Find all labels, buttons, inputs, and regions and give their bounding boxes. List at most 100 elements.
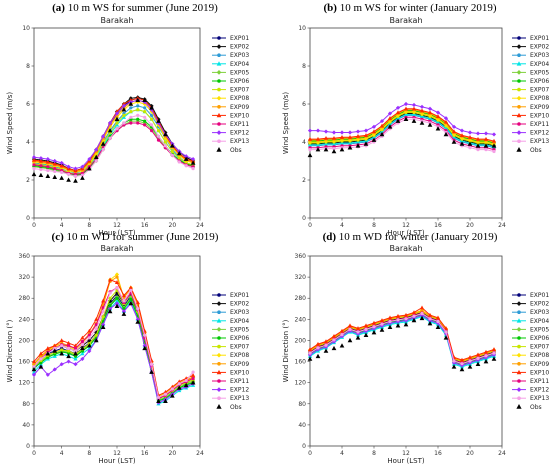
data-point (340, 333, 344, 337)
series-exp10 (31, 277, 196, 397)
obs-point (419, 315, 425, 321)
series-line (33, 296, 194, 401)
data-point (339, 135, 345, 139)
obs-point (100, 324, 106, 330)
y-axis-label: Wind Speed (m/s) (282, 92, 290, 155)
data-point (80, 356, 85, 361)
obs-point (387, 324, 393, 330)
data-point (59, 362, 64, 367)
data-point (31, 369, 37, 374)
legend-entry-exp10: EXP10 (512, 112, 549, 119)
data-point (94, 317, 99, 321)
data-point (443, 119, 449, 124)
data-point (108, 136, 112, 140)
obs-point (142, 345, 148, 351)
x-tick-label: 16 (141, 222, 149, 229)
obs-point (80, 345, 85, 351)
legend-entry-exp02: EXP02 (512, 301, 549, 308)
data-point (403, 106, 409, 111)
data-point (379, 119, 385, 124)
legend-label: EXP10 (230, 369, 249, 376)
y-tick-label: 240 (19, 316, 31, 323)
series-obs (31, 300, 196, 403)
y-tick-label: 0 (302, 215, 306, 222)
data-point (427, 106, 433, 111)
obs-point (419, 120, 425, 125)
data-point (73, 174, 78, 178)
data-point (491, 132, 497, 137)
legend-entry-exp06: EXP06 (212, 78, 249, 85)
data-point (347, 130, 353, 135)
data-point (388, 319, 392, 324)
obs-point (467, 141, 473, 146)
obs-point (45, 351, 51, 356)
data-point (419, 104, 425, 109)
obs-point (323, 348, 329, 353)
data-point (52, 161, 57, 166)
x-tick-label: 4 (340, 222, 344, 229)
data-point (307, 347, 313, 352)
legend-entry-exp05: EXP05 (512, 326, 549, 333)
data-point (355, 326, 361, 330)
legend-marker (517, 344, 521, 349)
y-tick-label: 200 (19, 337, 31, 344)
data-point (115, 127, 119, 131)
x-tick-label: 12 (113, 222, 121, 229)
legend-entry-exp01: EXP01 (512, 35, 549, 42)
data-point (115, 275, 119, 279)
series-obs (31, 97, 196, 183)
panel-title: (c) 10 m WD for summer (June 2019) (52, 231, 219, 243)
y-axis-label: Wind Direction (°) (6, 319, 14, 382)
legend-marker (216, 301, 222, 306)
legend-label: EXP08 (230, 352, 249, 359)
data-point (143, 123, 147, 127)
legend-label: EXP02 (230, 44, 249, 51)
data-point (331, 333, 337, 338)
x-tick-label: 4 (340, 450, 344, 457)
data-point (136, 104, 140, 108)
obs-point (323, 147, 329, 152)
obs-point (395, 118, 401, 123)
legend-label: EXP05 (230, 326, 249, 333)
legend-label: EXP02 (530, 301, 549, 308)
legend-label: EXP13 (530, 138, 549, 145)
obs-point (183, 382, 189, 388)
series-line (33, 273, 194, 397)
obs-point (331, 345, 337, 351)
y-tick-label: 8 (302, 63, 306, 70)
obs-point (31, 366, 37, 372)
y-tick-label: 0 (26, 215, 30, 222)
legend-label: EXP12 (530, 130, 549, 137)
data-point (122, 121, 126, 125)
data-point (460, 362, 464, 366)
data-point (339, 328, 345, 333)
x-tick-label: 8 (87, 450, 91, 457)
y-tick-label: 10 (22, 25, 30, 32)
legend-marker (517, 53, 521, 57)
data-point (307, 136, 313, 141)
data-point (427, 110, 433, 115)
legend-entry-exp01: EXP01 (212, 292, 249, 299)
data-point (87, 348, 92, 354)
obs-point (142, 97, 148, 102)
legend-label: EXP07 (230, 344, 249, 351)
legend-marker (517, 87, 521, 92)
legend-marker (517, 310, 521, 315)
obs-point (363, 141, 369, 146)
legend-marker (517, 139, 521, 143)
data-point (411, 106, 417, 111)
x-axis-label: Hour (LST) (98, 229, 135, 237)
obs-point (190, 380, 196, 385)
data-point (66, 359, 71, 364)
data-point (60, 348, 64, 352)
legend-entry-obs: Obs (516, 404, 542, 411)
legend-marker (517, 379, 521, 383)
data-point (308, 148, 312, 152)
legend-label: EXP11 (230, 378, 249, 385)
legend-label: EXP07 (530, 344, 549, 351)
legend-marker (216, 147, 222, 152)
y-tick-label: 8 (26, 63, 30, 70)
x-tick-label: 24 (196, 222, 204, 229)
data-point (324, 343, 328, 347)
